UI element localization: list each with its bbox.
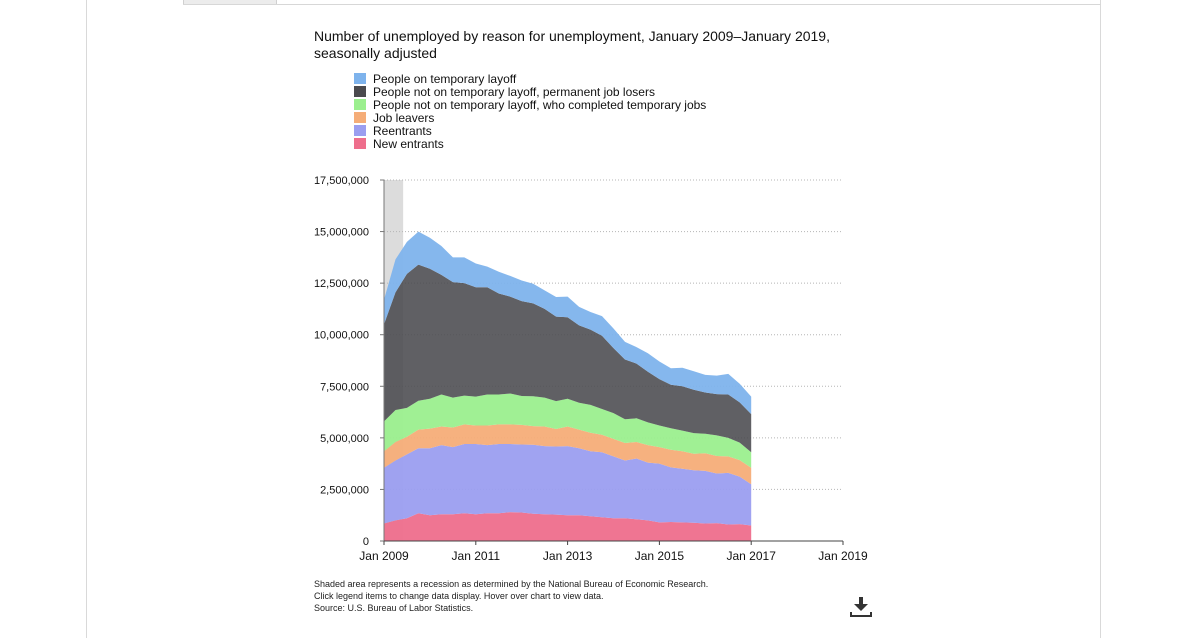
- area-series-temporary-layoff: [384, 231, 752, 415]
- y-tick-label: 12,500,000: [314, 278, 369, 290]
- source-note: Source: U.S. Bureau of Labor Statistics.: [314, 603, 474, 613]
- area-series-permanent-job-losers: [384, 264, 752, 453]
- area-series-reentrants: [384, 444, 752, 526]
- legend-item-completed-temporary-jobs[interactable]: People not on temporary layoff, who comp…: [354, 97, 707, 112]
- legend-item-temporary-layoff[interactable]: People on temporary layoff: [354, 71, 706, 86]
- legend-swatch-new-entrants: [354, 138, 366, 149]
- x-tick-label: Jan 2017: [727, 549, 777, 563]
- legend-swatch-permanent-job-losers: [354, 86, 366, 97]
- y-tick-label: 10,000,000: [314, 330, 369, 342]
- recession-note: Shaded area represents a recession as de…: [314, 579, 709, 589]
- y-tick-label: 17,500,000: [314, 175, 369, 187]
- x-tick-label: Jan 2019: [818, 549, 868, 563]
- legend-label-new-entrants: New entrants: [373, 136, 444, 151]
- chart-legend: People on temporary layoff People not on…: [354, 71, 707, 151]
- legend-item-job-leavers[interactable]: Job leavers: [354, 110, 706, 125]
- content-panel: [86, 0, 1101, 638]
- legend-swatch-temporary-layoff: [354, 73, 366, 84]
- y-tick-label: 7,500,000: [320, 381, 369, 393]
- interaction-note: Click legend items to change data displa…: [314, 591, 604, 601]
- legend-item-new-entrants[interactable]: New entrants: [354, 136, 706, 151]
- area-series-new-entrants: [384, 512, 752, 541]
- x-tick-label: Jan 2015: [635, 549, 685, 563]
- legend-swatch-completed-temporary-jobs: [354, 99, 366, 110]
- x-tick-label: Jan 2013: [543, 549, 593, 563]
- chart-notes: Shaded area represents a recession as de…: [314, 578, 708, 614]
- legend-label-permanent-job-losers: People not on temporary layoff, permanen…: [373, 84, 655, 99]
- legend-item-reentrants[interactable]: Reentrants: [354, 123, 706, 138]
- y-tick-label: 0: [363, 536, 369, 548]
- legend-label-job-leavers: Job leavers: [373, 110, 435, 125]
- y-tick-label: 15,000,000: [314, 227, 369, 239]
- legend-swatch-job-leavers: [354, 112, 366, 123]
- legend-label-completed-temporary-jobs: People not on temporary layoff, who comp…: [373, 97, 707, 112]
- area-series-completed-temporary-jobs: [384, 393, 752, 468]
- legend-item-permanent-job-losers[interactable]: People not on temporary layoff, permanen…: [354, 84, 706, 99]
- legend-swatch-reentrants: [354, 125, 366, 136]
- area-series-job-leavers: [384, 424, 752, 485]
- stacked-area-chart[interactable]: 0 2,500,000 5,000,000 7,500,000 10,000,000 12…: [0, 0, 1192, 620]
- x-tick-label: Jan 2011: [452, 549, 501, 563]
- download-icon[interactable]: [848, 595, 874, 619]
- x-tick-label: Jan 2009: [359, 549, 409, 563]
- y-tick-label: 5,000,000: [320, 433, 369, 445]
- legend-label-temporary-layoff: People on temporary layoff: [373, 71, 517, 86]
- frame-border: [183, 4, 1101, 5]
- y-tick-label: 2,500,000: [320, 484, 369, 496]
- chart-title: Number of unemployed by reason for unemp…: [314, 28, 830, 61]
- legend-label-reentrants: Reentrants: [373, 123, 432, 138]
